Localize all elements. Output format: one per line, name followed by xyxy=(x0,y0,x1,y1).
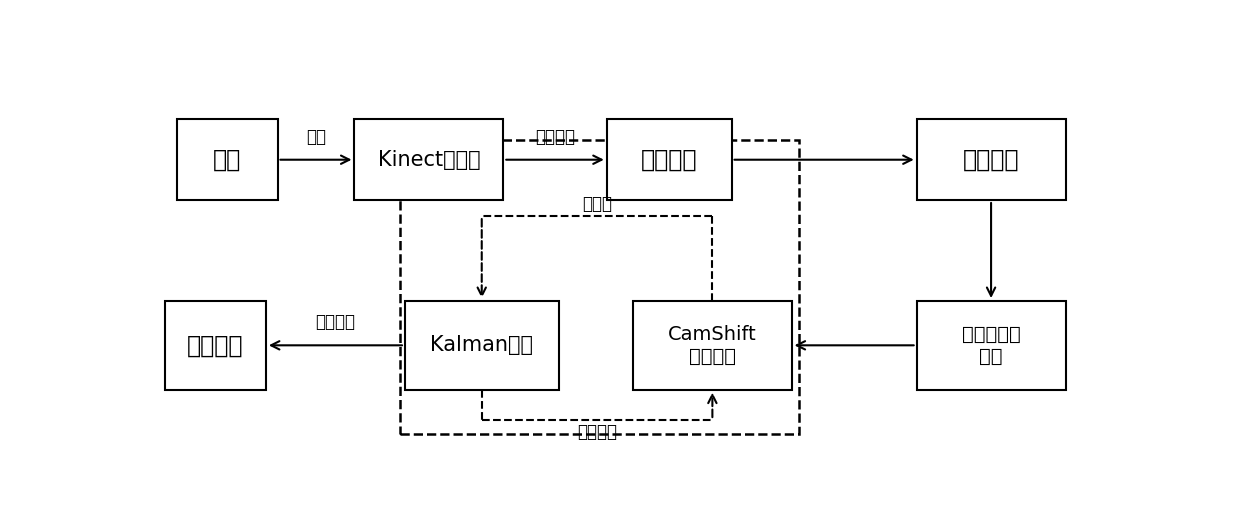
Bar xyxy=(404,301,558,390)
Text: 用户: 用户 xyxy=(213,148,242,172)
Text: 人手: 人手 xyxy=(306,127,326,146)
Text: 手心位置: 手心位置 xyxy=(315,313,356,331)
Bar xyxy=(916,119,1065,200)
Text: Kinect摄像头: Kinect摄像头 xyxy=(377,150,480,170)
Text: 手势分割: 手势分割 xyxy=(962,148,1019,172)
Text: 深度图像: 深度图像 xyxy=(641,148,697,172)
Bar xyxy=(176,119,278,200)
Bar xyxy=(355,119,503,200)
Bar xyxy=(916,301,1065,390)
Bar xyxy=(165,301,267,390)
Text: 视频信号: 视频信号 xyxy=(534,127,575,146)
Text: 状态预测: 状态预测 xyxy=(577,423,618,441)
Text: 测量值: 测量值 xyxy=(582,195,613,213)
Text: 跟踪结果: 跟踪结果 xyxy=(187,333,244,357)
Text: Kalman滤波: Kalman滤波 xyxy=(430,335,533,355)
Text: 定位到手部
位置: 定位到手部 位置 xyxy=(962,325,1021,366)
Bar xyxy=(634,301,791,390)
Bar xyxy=(401,139,799,434)
Text: CamShift
跟踪算法: CamShift 跟踪算法 xyxy=(668,325,756,366)
Bar xyxy=(606,119,732,200)
